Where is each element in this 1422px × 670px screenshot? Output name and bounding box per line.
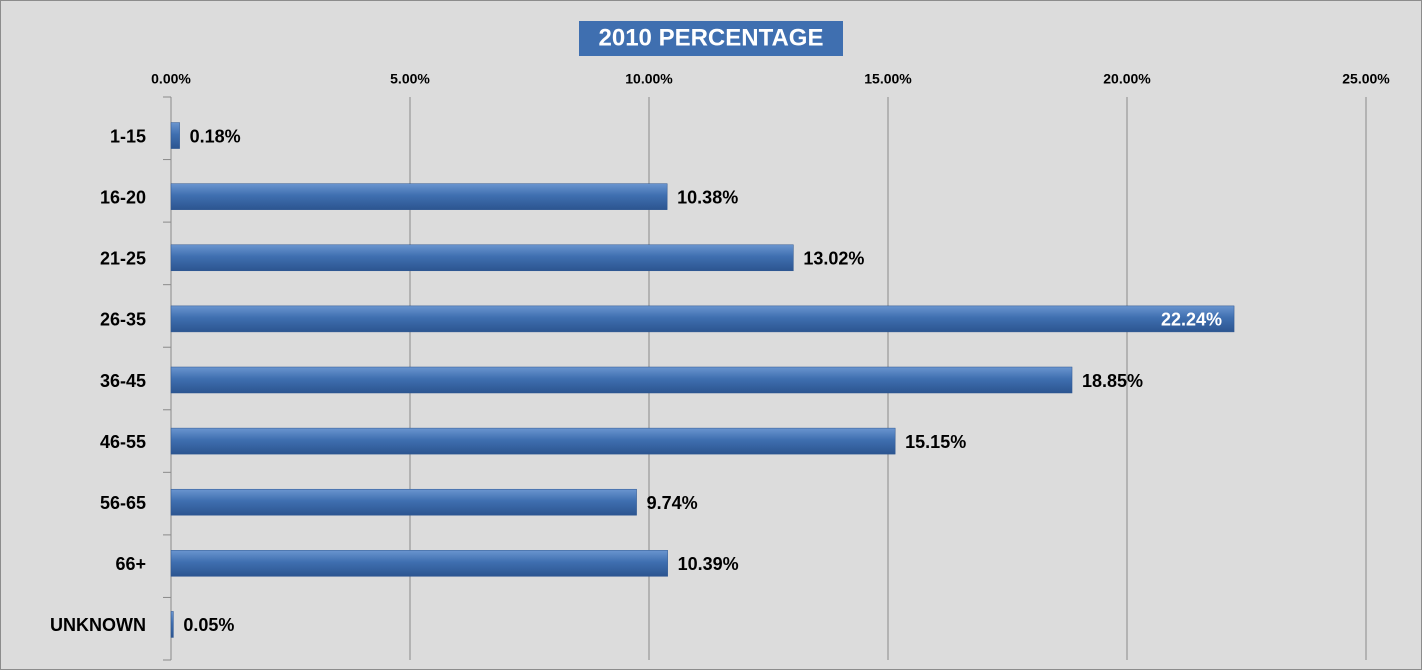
x-tick-label: 10.00% [625, 71, 673, 87]
y-tick-label: 21-25 [100, 249, 146, 269]
data-label: 15.15% [905, 432, 966, 452]
bar [170, 122, 180, 149]
bar [170, 366, 1073, 394]
data-label: 0.18% [190, 126, 241, 146]
bar [170, 244, 794, 272]
data-label: 0.05% [183, 615, 234, 635]
bar [170, 183, 668, 210]
bar [170, 427, 896, 455]
x-tick-label: 20.00% [1103, 71, 1151, 87]
title-box [579, 21, 843, 56]
data-label: 10.39% [678, 554, 739, 574]
y-tick-label: 46-55 [100, 432, 146, 452]
x-tick-label: 0.00% [151, 71, 191, 87]
y-tick-label: 26-35 [100, 310, 146, 330]
x-tick-label: 25.00% [1342, 71, 1390, 87]
bar [170, 611, 174, 638]
data-label: 13.02% [803, 249, 864, 269]
y-tick-label: 56-65 [100, 493, 146, 513]
data-label: 9.74% [647, 493, 698, 513]
data-label: 10.38% [677, 187, 738, 207]
y-tick-label: 66+ [115, 554, 146, 574]
y-tick-label: UNKNOWN [50, 615, 146, 635]
x-tick-label: 15.00% [864, 71, 912, 87]
data-label: 18.85% [1082, 371, 1143, 391]
bar [170, 305, 1235, 333]
bar [170, 488, 637, 516]
data-label: 22.24% [1161, 310, 1222, 330]
y-tick-label: 16-20 [100, 187, 146, 207]
chart-title: 2010 PERCENTAGE [599, 24, 824, 51]
y-tick-label: 1-15 [110, 126, 146, 146]
y-tick-label: 36-45 [100, 371, 146, 391]
x-tick-label: 5.00% [390, 71, 430, 87]
bar [170, 550, 668, 577]
